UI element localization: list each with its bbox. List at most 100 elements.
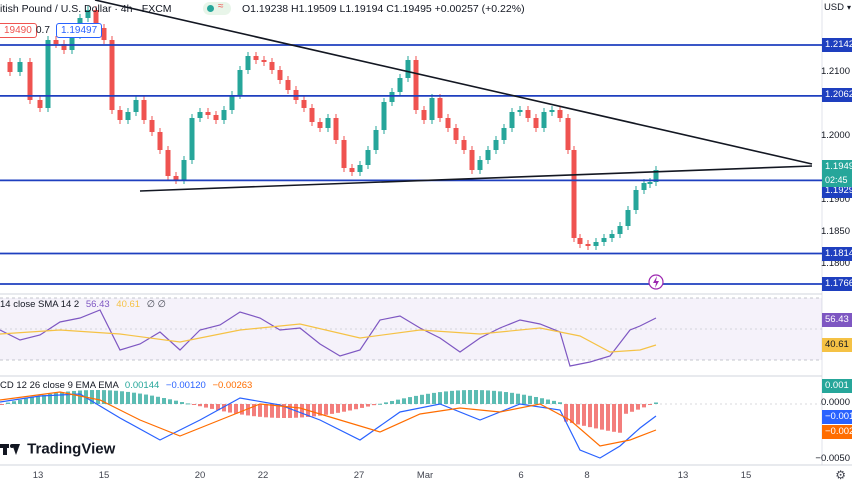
candle [541,112,547,128]
macd-bar [18,399,22,404]
spread-value: 0.7 [36,25,50,36]
macd-bar [66,391,70,404]
tradingview-icon [0,442,20,456]
candle [109,40,115,110]
macd-bar [180,402,184,404]
macd-bar [282,404,286,418]
macd-bar [108,390,112,404]
candles [7,6,659,250]
candle [125,112,131,120]
macd-bar [174,400,178,404]
candle [133,100,139,112]
macd-bar [510,392,514,404]
rsi-legend-value: 56.43 [85,299,110,310]
macd-bar [594,404,598,429]
symbol-title[interactable]: itish Pound / U.S. Dollar · 4h · FXCM [0,3,172,15]
time-label: 27 [353,470,365,481]
macd-bar [132,392,136,404]
time-label: 6 [518,470,524,481]
currency-selector[interactable]: USD [823,2,844,13]
macd-bar [546,399,550,404]
macd-bar [192,404,196,405]
buy-button[interactable]: 1.19497 [56,23,103,38]
candle [301,100,307,108]
time-label: 13 [677,470,689,481]
candle [405,60,411,78]
candle [365,150,371,165]
macd-bar [102,390,106,404]
rsi-sma-line [0,323,657,353]
sell-button[interactable]: 19490 [0,23,37,38]
candle [197,112,203,118]
candle [53,40,59,44]
candle [85,10,91,18]
price-tick: 1.1800 [820,258,850,269]
candle [45,40,51,108]
level-tag: 1.2062 [822,88,852,102]
macd-bar [588,404,592,428]
macd-bar [36,396,40,404]
candle [269,62,275,70]
macd-bar [234,404,238,414]
macd-bar [396,399,400,404]
candle [141,100,147,120]
price-tick: 1.1850 [820,226,850,237]
macd-bar [48,393,52,404]
rsi-legend-sma: 40.61 [116,299,141,310]
macd-bar [360,404,364,408]
rsi-legend-label: 14 close SMA 14 2 [0,299,80,310]
macd-bar [96,390,100,404]
macd-bar [258,404,262,417]
macd-bar [486,390,490,404]
signal-line [0,391,657,447]
candle [625,210,631,226]
macd-legend: CD 12 26 close 9 EMA EMA 0.00144 −0.0012… [0,380,252,391]
macd-bar [612,404,616,432]
candle [93,10,99,28]
chevron-down-icon[interactable]: ▾ [846,3,851,12]
candle [229,95,235,110]
price-levels[interactable] [0,44,822,285]
last-price-tag: 1.1949 [822,160,852,174]
macd-bar [90,390,94,404]
macd-bar [150,395,154,404]
market-status-icon[interactable]: ≈ [203,1,231,15]
candle [641,183,647,190]
tradingview-logo[interactable]: TradingView [0,440,115,458]
settings-icon[interactable]: ⚙ [835,468,846,482]
macd-bar [354,404,358,410]
macd-bar [198,404,202,407]
candle [173,176,179,180]
rsi-line [0,309,657,367]
macd-bar [138,393,142,404]
time-label: 20 [194,470,206,481]
rsi-value-tag: 56.43 [822,313,852,327]
macd-bar [420,394,424,404]
macd-tick: 0.0000 [820,397,850,408]
candle [617,226,623,234]
macd-bar [534,396,538,404]
time-label: 13 [32,470,44,481]
macd-bar [444,391,448,404]
lightning-icon[interactable] [648,274,664,290]
rsi-legend-extra: ∅ ∅ [146,299,166,310]
macd-bar [600,404,604,430]
candle [453,128,459,140]
candle [461,140,467,150]
macd-bar [312,404,316,417]
candle [557,110,563,118]
macd-legend-signal: −0.00263 [212,380,253,391]
candle [7,62,13,72]
macd-bar [402,398,406,404]
macd-bar [576,404,580,425]
candle [149,120,155,132]
candle [577,238,583,244]
candle [277,70,283,80]
macd-bar [618,404,622,433]
ascending-trendline[interactable] [139,165,813,192]
macd-bar [606,404,610,431]
level-tag: 1.2142 [822,38,852,52]
candle [477,160,483,170]
descending-trendline[interactable] [94,0,813,165]
